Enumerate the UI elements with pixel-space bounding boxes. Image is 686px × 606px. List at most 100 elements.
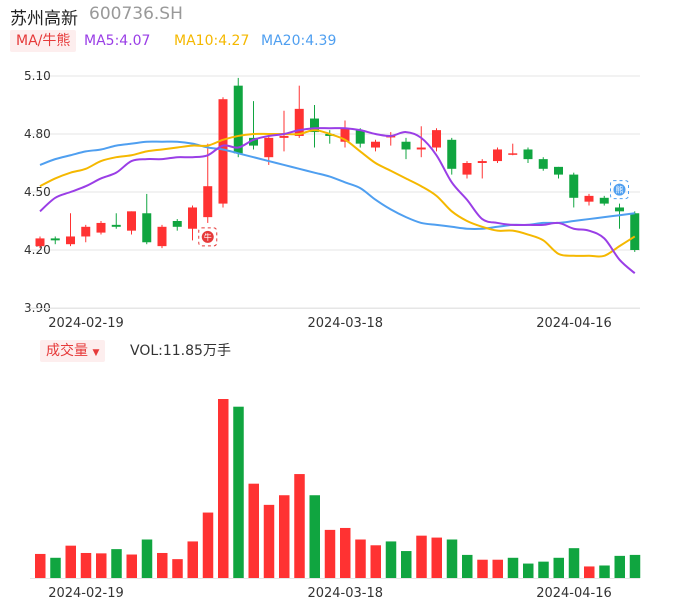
volume-bar (507, 557, 519, 578)
candle (538, 157, 548, 171)
candle (508, 143, 518, 156)
ma20-label: MA20:4.39 (261, 33, 337, 49)
volume-bar (370, 545, 381, 578)
y-tick-label: 4.50 (24, 185, 51, 199)
volume-bar (218, 399, 229, 578)
y-tick-label: 5.10 (24, 69, 51, 83)
candle-body (630, 213, 640, 250)
price-x-label: 2024-04-16 (536, 316, 612, 331)
volume-bar (111, 549, 122, 578)
volume-bar (35, 553, 46, 578)
candle-body (371, 141, 380, 148)
ma10-line (39, 129, 636, 258)
ma-mode-button[interactable]: MA/牛熊 (10, 30, 77, 52)
candle (401, 137, 411, 160)
candle-body (477, 161, 487, 163)
volume-bar (446, 539, 458, 578)
candle-body (462, 163, 472, 175)
candle (218, 97, 228, 208)
volume-bar (599, 565, 610, 578)
candle (416, 126, 426, 158)
candle-body (81, 226, 91, 237)
candle (569, 172, 579, 208)
volume-value: VOL:11.85万手 (130, 343, 231, 359)
candle-body (127, 211, 136, 231)
candle (35, 236, 45, 249)
price-grid: 5.104.804.504.203.90 (24, 69, 640, 315)
bull-marker-icon[interactable]: 牛 (198, 227, 218, 247)
volume-bar (629, 554, 641, 578)
candle (554, 166, 563, 179)
candle-body (172, 221, 182, 227)
volume-bar (233, 406, 244, 578)
ma-legend: MA/牛熊 MA5:4.07 MA10:4.27 MA20:4.39 (10, 30, 670, 52)
candle-body (447, 139, 457, 169)
volume-bar (141, 539, 153, 578)
candle (630, 211, 640, 252)
price-x-label: 2024-03-18 (307, 316, 383, 331)
candle (96, 221, 106, 235)
candle (523, 147, 533, 163)
volume-bar (172, 559, 183, 578)
candle-body (310, 118, 319, 133)
candle (249, 101, 258, 150)
volume-bar (523, 563, 534, 578)
bull-bear-markers: 牛熊 (198, 180, 629, 247)
volume-bar (355, 539, 366, 578)
y-tick-label: 4.20 (24, 243, 51, 257)
candle (477, 159, 487, 179)
marker-dot (613, 183, 626, 196)
volume-bar (553, 557, 564, 578)
candle-body (416, 147, 426, 150)
candle (264, 134, 274, 165)
volume-bar (340, 527, 351, 578)
candle-body (279, 135, 289, 138)
candle-body (264, 137, 274, 158)
candle-body (218, 99, 228, 204)
candle (599, 195, 609, 206)
volume-bar (126, 554, 137, 578)
candle (584, 193, 594, 206)
volume-bar (431, 537, 442, 578)
candle-body (523, 149, 533, 160)
candle-body (569, 174, 579, 198)
candle (233, 77, 243, 158)
volume-mode-button[interactable]: 成交量 ▼ (40, 340, 106, 362)
candle (157, 224, 167, 249)
candle (111, 213, 121, 229)
volume-bar (202, 512, 214, 578)
bear-marker-icon[interactable]: 熊 (610, 180, 629, 200)
marker-text: 熊 (616, 185, 624, 195)
volume-bar (416, 535, 427, 578)
stock-code: 600736.SH (89, 4, 183, 24)
ma5-line (39, 127, 636, 274)
volume-bars (30, 399, 641, 579)
volume-bar (294, 474, 305, 578)
candle (355, 128, 365, 148)
volume-x-label: 2024-03-18 (307, 586, 383, 601)
volume-bar (279, 495, 290, 578)
candle-body (493, 149, 502, 162)
candle-body (615, 207, 624, 212)
volume-bar (538, 561, 549, 578)
price-x-label: 2024-02-19 (48, 316, 124, 331)
candle (172, 219, 182, 231)
candle-body (554, 166, 563, 175)
candle (81, 224, 91, 243)
volume-x-label: 2024-02-19 (48, 586, 124, 601)
candle-body (584, 195, 594, 202)
ma10-label: MA10:4.27 (174, 33, 250, 49)
volume-bar (65, 545, 76, 578)
volume-bar (263, 504, 275, 578)
volume-bar (614, 555, 625, 578)
stock-name: 苏州高新 (10, 9, 78, 29)
candle-body (233, 85, 243, 154)
candle-body (142, 213, 152, 243)
volume-bar (157, 552, 168, 578)
y-tick-label: 4.80 (24, 127, 51, 141)
volume-bar (187, 541, 198, 578)
volume-bar (462, 554, 473, 578)
candle-body (340, 128, 350, 142)
candle (310, 105, 319, 148)
candle-body (599, 197, 609, 204)
